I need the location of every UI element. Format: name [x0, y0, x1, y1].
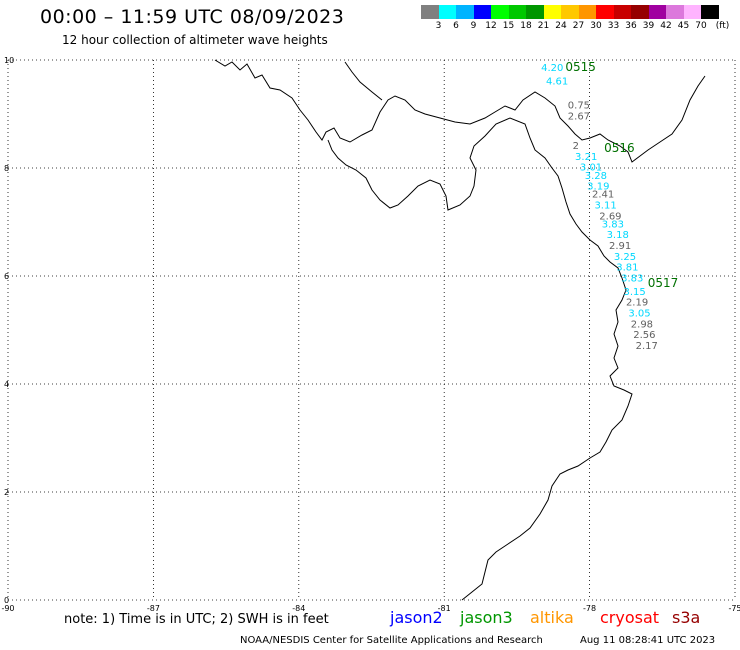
- scale-label: 42: [660, 21, 672, 31]
- footer-timestamp: Aug 11 08:28:41 UTC 2023: [580, 635, 716, 646]
- wave-height-label: 2.56: [633, 330, 655, 341]
- wave-height-label: 2.17: [636, 341, 658, 352]
- scale-label: 12: [485, 21, 497, 31]
- satellite-legend-cryosat: cryosat: [600, 608, 660, 627]
- color-swatch: [683, 5, 701, 19]
- coastline-caribbean: [214, 59, 706, 163]
- color-swatch: [578, 5, 596, 19]
- wave-height-label: 3.83: [602, 219, 624, 230]
- coastline-pacific: [327, 61, 633, 601]
- wave-height-label: 2: [573, 141, 579, 152]
- satellite-legend-jason2: jason2: [390, 608, 443, 627]
- color-swatch: [596, 5, 614, 19]
- x-tick-label: -84: [292, 604, 305, 613]
- scale-label: 36: [625, 21, 637, 31]
- color-swatch: [613, 5, 631, 19]
- wave-height-label: 2.91: [609, 241, 631, 252]
- wave-height-label: 3.81: [616, 263, 638, 274]
- map-subtitle: 12 hour collection of altimeter wave hei…: [62, 33, 328, 47]
- note-text: note: 1) Time is in UTC; 2) SWH is in fe…: [64, 612, 329, 627]
- x-tick-label: -78: [583, 604, 596, 613]
- color-swatch: [473, 5, 491, 19]
- color-swatch: [508, 5, 526, 19]
- satellite-legend-jason3: jason3: [460, 608, 513, 627]
- wave-height-label: 3.21: [575, 152, 597, 163]
- color-swatch: [491, 5, 509, 19]
- y-tick-label: 0: [4, 596, 9, 605]
- color-swatch: [561, 5, 579, 19]
- color-swatch: [701, 5, 719, 19]
- scale-label: 3: [435, 21, 442, 31]
- wave-height-labels: 4.204.610.752.6723.213.013.283.192.413.1…: [541, 63, 658, 352]
- scale-label: 30: [590, 21, 602, 31]
- wave-height-label: 2.41: [592, 190, 614, 201]
- scale-label: 39: [642, 21, 655, 31]
- wave-height-label: 2.67: [568, 111, 590, 122]
- pass-time-label: 0516: [604, 141, 635, 155]
- satellite-legend-s3a: s3a: [672, 608, 701, 627]
- wave-height-label: 3.19: [587, 182, 609, 193]
- pass-time-labels: 0515 0516 0517: [565, 60, 678, 290]
- color-swatch: [631, 5, 649, 19]
- wave-height-label: 4.61: [546, 76, 568, 87]
- pass-time-label: 0515: [565, 60, 596, 74]
- scale-label: 70: [695, 21, 707, 31]
- scale-label: 33: [607, 21, 620, 31]
- scale-label: 21: [537, 21, 550, 31]
- scale-label: (ft): [715, 21, 730, 31]
- color-swatch: [648, 5, 666, 19]
- wave-height-label: 2.98: [631, 319, 653, 330]
- wave-height-label: 3.83: [621, 273, 643, 284]
- x-tick-label: -75: [728, 604, 740, 613]
- axis-tick-labels: -90 -87 -84 -81 -78 -75 10 8 6 4 2 0: [1, 56, 740, 613]
- pass-time-label: 0517: [648, 276, 679, 290]
- y-tick-label: 4: [4, 380, 9, 389]
- wave-height-label: 3.05: [628, 309, 650, 320]
- wave-height-label: 3.15: [624, 287, 646, 298]
- wave-height-label: 3.18: [607, 230, 629, 241]
- scale-label: 9: [470, 21, 477, 31]
- color-swatch: [438, 5, 456, 19]
- x-tick-label: -87: [147, 604, 160, 613]
- y-tick-label: 10: [4, 56, 14, 65]
- color-scale-bar: [421, 5, 719, 24]
- x-tick-label: -81: [438, 604, 451, 613]
- color-swatch: [543, 5, 561, 19]
- color-swatch: [666, 5, 684, 19]
- wave-height-label: 2.19: [626, 298, 648, 309]
- scale-label: 27: [572, 21, 585, 31]
- scale-label: 15: [502, 21, 515, 31]
- scale-label: 24: [555, 21, 567, 31]
- color-swatch: [421, 5, 439, 19]
- x-tick-label: -90: [1, 604, 14, 613]
- wave-height-label: 0.75: [568, 101, 590, 112]
- coastline: [214, 59, 706, 601]
- scale-label: 45: [677, 21, 690, 31]
- wave-height-label: 2.69: [599, 211, 621, 222]
- scale-label: 18: [520, 21, 532, 31]
- wave-height-label: 3.25: [614, 252, 636, 263]
- color-scale-labels: 3 6 9 12 15 18 21 24 27 30 33 36 39 42 45 70 (ft): [421, 21, 740, 33]
- y-tick-label: 2: [4, 488, 9, 497]
- wave-height-label: 3.01: [580, 163, 602, 174]
- map-title: 00:00 – 11:59 UTC 08/09/2023: [40, 6, 345, 28]
- wave-height-label: 3.28: [585, 171, 607, 182]
- scale-label: 6: [453, 21, 459, 31]
- footer-credit: NOAA/NESDIS Center for Satellite Applica…: [240, 635, 543, 646]
- color-swatch: [456, 5, 474, 19]
- color-swatch: [526, 5, 544, 19]
- y-tick-label: 6: [4, 272, 9, 281]
- wave-height-label: 3.11: [594, 201, 616, 212]
- wave-height-label: 4.20: [541, 63, 563, 74]
- satellite-legend-altika: altika: [530, 608, 574, 627]
- y-tick-label: 8: [4, 164, 9, 173]
